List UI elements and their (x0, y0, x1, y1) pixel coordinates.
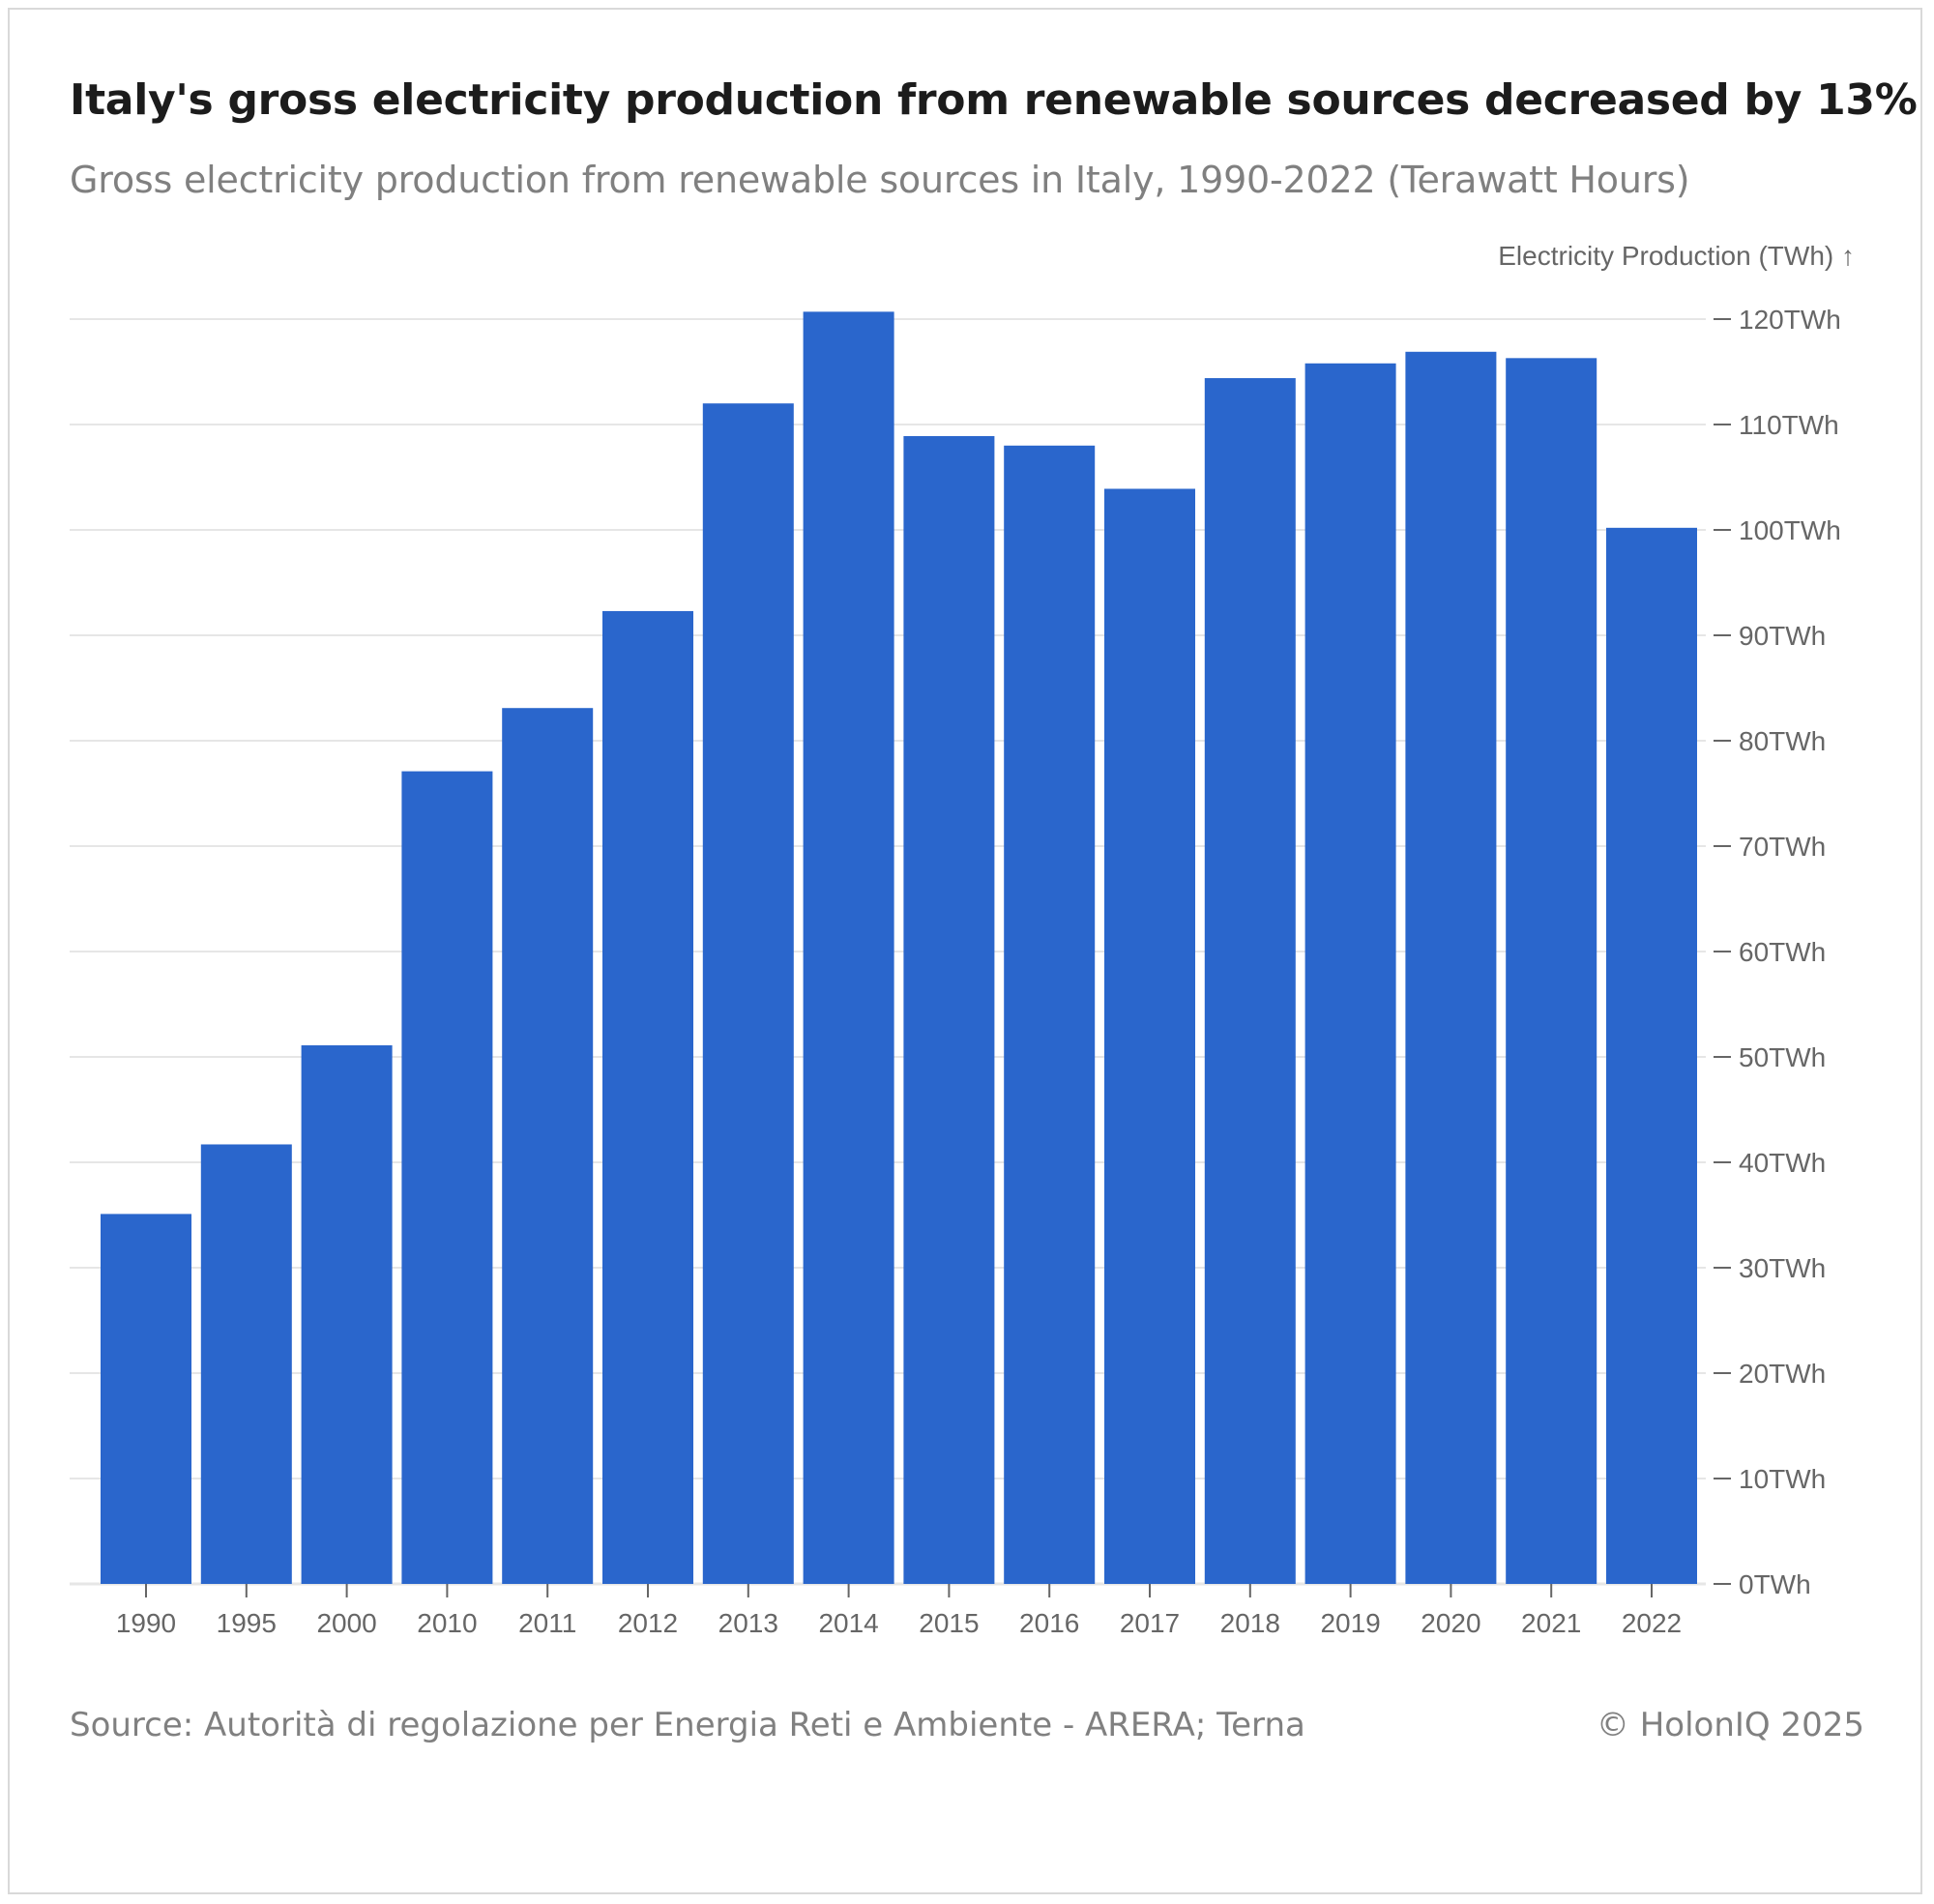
x-tick-label: 2018 (1220, 1608, 1280, 1638)
bar-1995[interactable] (200, 1144, 292, 1584)
x-tick-label: 2011 (518, 1608, 576, 1638)
bar-1990[interactable] (101, 1214, 191, 1584)
bar-2020[interactable] (1405, 351, 1497, 1584)
y-tick-label: 40TWh (1739, 1148, 1826, 1178)
y-tick-label: 80TWh (1739, 726, 1826, 756)
bar-2022[interactable] (1606, 527, 1697, 1584)
x-tick-label: 2019 (1320, 1608, 1380, 1638)
bar-2011[interactable] (502, 708, 594, 1584)
x-tick-label: 2020 (1421, 1608, 1480, 1638)
chart-title: Italy's gross electricity production fro… (70, 75, 1918, 125)
y-tick-label: 20TWh (1739, 1359, 1826, 1389)
x-tick-label: 2010 (417, 1608, 477, 1638)
bar-2015[interactable] (903, 435, 995, 1584)
bar-2017[interactable] (1104, 488, 1195, 1584)
x-tick-label: 2022 (1622, 1608, 1682, 1638)
x-axis: 1990 1995 2000 2010 2011 2012 2013 2014 2015 2016… (116, 1584, 1682, 1638)
bar-2018[interactable] (1204, 378, 1296, 1584)
bar-2021[interactable] (1506, 358, 1597, 1585)
y-tick-label: 100TWh (1739, 515, 1841, 545)
bar-2019[interactable] (1304, 363, 1396, 1584)
y-tick-label: 30TWh (1739, 1253, 1826, 1283)
x-tick-label: 1990 (116, 1608, 176, 1638)
y-tick-label: 70TWh (1739, 832, 1826, 862)
x-tick-label: 2015 (919, 1608, 979, 1638)
x-tick-label: 2012 (618, 1608, 678, 1638)
y-tick-label: 90TWh (1739, 621, 1826, 651)
bar-2010[interactable] (401, 771, 493, 1584)
x-tick-label: 2021 (1521, 1608, 1581, 1638)
bar-2016[interactable] (1004, 445, 1096, 1584)
y-tick-label: 120TWh (1739, 305, 1841, 335)
x-tick-label: 2000 (316, 1608, 376, 1638)
y-axis-label: Electricity Production (TWh) ↑ (1498, 241, 1855, 271)
y-tick-label: 50TWh (1739, 1042, 1826, 1072)
chart-subtitle: Gross electricity production from renewa… (70, 159, 1690, 201)
source-note: Source: Autorità di regolazione per Ener… (70, 1706, 1305, 1744)
x-tick-label: 2014 (818, 1608, 878, 1638)
bars (101, 311, 1697, 1585)
bar-2012[interactable] (602, 610, 693, 1584)
y-tick-label: 110TWh (1739, 410, 1839, 440)
y-tick-label: 10TWh (1739, 1464, 1826, 1494)
bar-2000[interactable] (301, 1045, 393, 1584)
x-tick-label: 2017 (1120, 1608, 1180, 1638)
y-axis: 0TWh 10TWh 20TWh 30TWh 40TWh 50TWh 60TWh 70TWh 8… (1714, 305, 1841, 1599)
y-tick-label: 60TWh (1739, 937, 1826, 967)
bar-2013[interactable] (702, 403, 794, 1585)
x-tick-label: 2013 (718, 1608, 778, 1638)
x-tick-label: 1995 (217, 1608, 277, 1638)
y-tick-label: 0TWh (1739, 1569, 1811, 1599)
copyright-credit: © HolonIQ 2025 (1596, 1706, 1864, 1744)
x-tick-label: 2016 (1019, 1608, 1079, 1638)
bar-2014[interactable] (803, 311, 894, 1584)
